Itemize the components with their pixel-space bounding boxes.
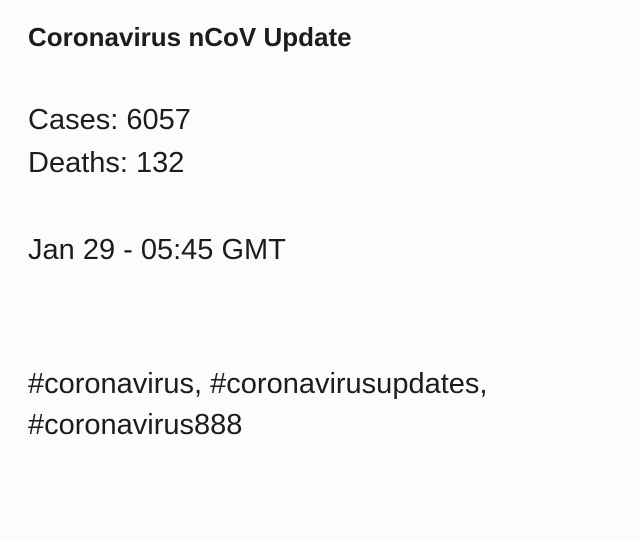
hashtag-line: #coronavirus888 (28, 406, 242, 444)
post-body: Coronavirus nCoV Update Cases: 6057 Deat… (28, 0, 618, 540)
hashtag-coronavirus[interactable]: #coronavirus (28, 368, 195, 400)
hashtag-line: #coronavirus, #coronavirusupdates, (28, 365, 487, 403)
hashtag-trailing-comma: , (479, 368, 488, 400)
post-title: Coronavirus nCoV Update (28, 22, 352, 52)
update-timestamp: Jan 29 - 05:45 GMT (28, 234, 286, 266)
deaths-count: Deaths: 132 (28, 147, 185, 179)
hashtag-coronavirusupdates[interactable]: #coronavirusupdates (210, 368, 480, 400)
cases-count: Cases: 6057 (28, 104, 191, 136)
hashtag-separator: , (194, 368, 211, 400)
hashtag-coronavirus888[interactable]: #coronavirus888 (28, 409, 243, 441)
